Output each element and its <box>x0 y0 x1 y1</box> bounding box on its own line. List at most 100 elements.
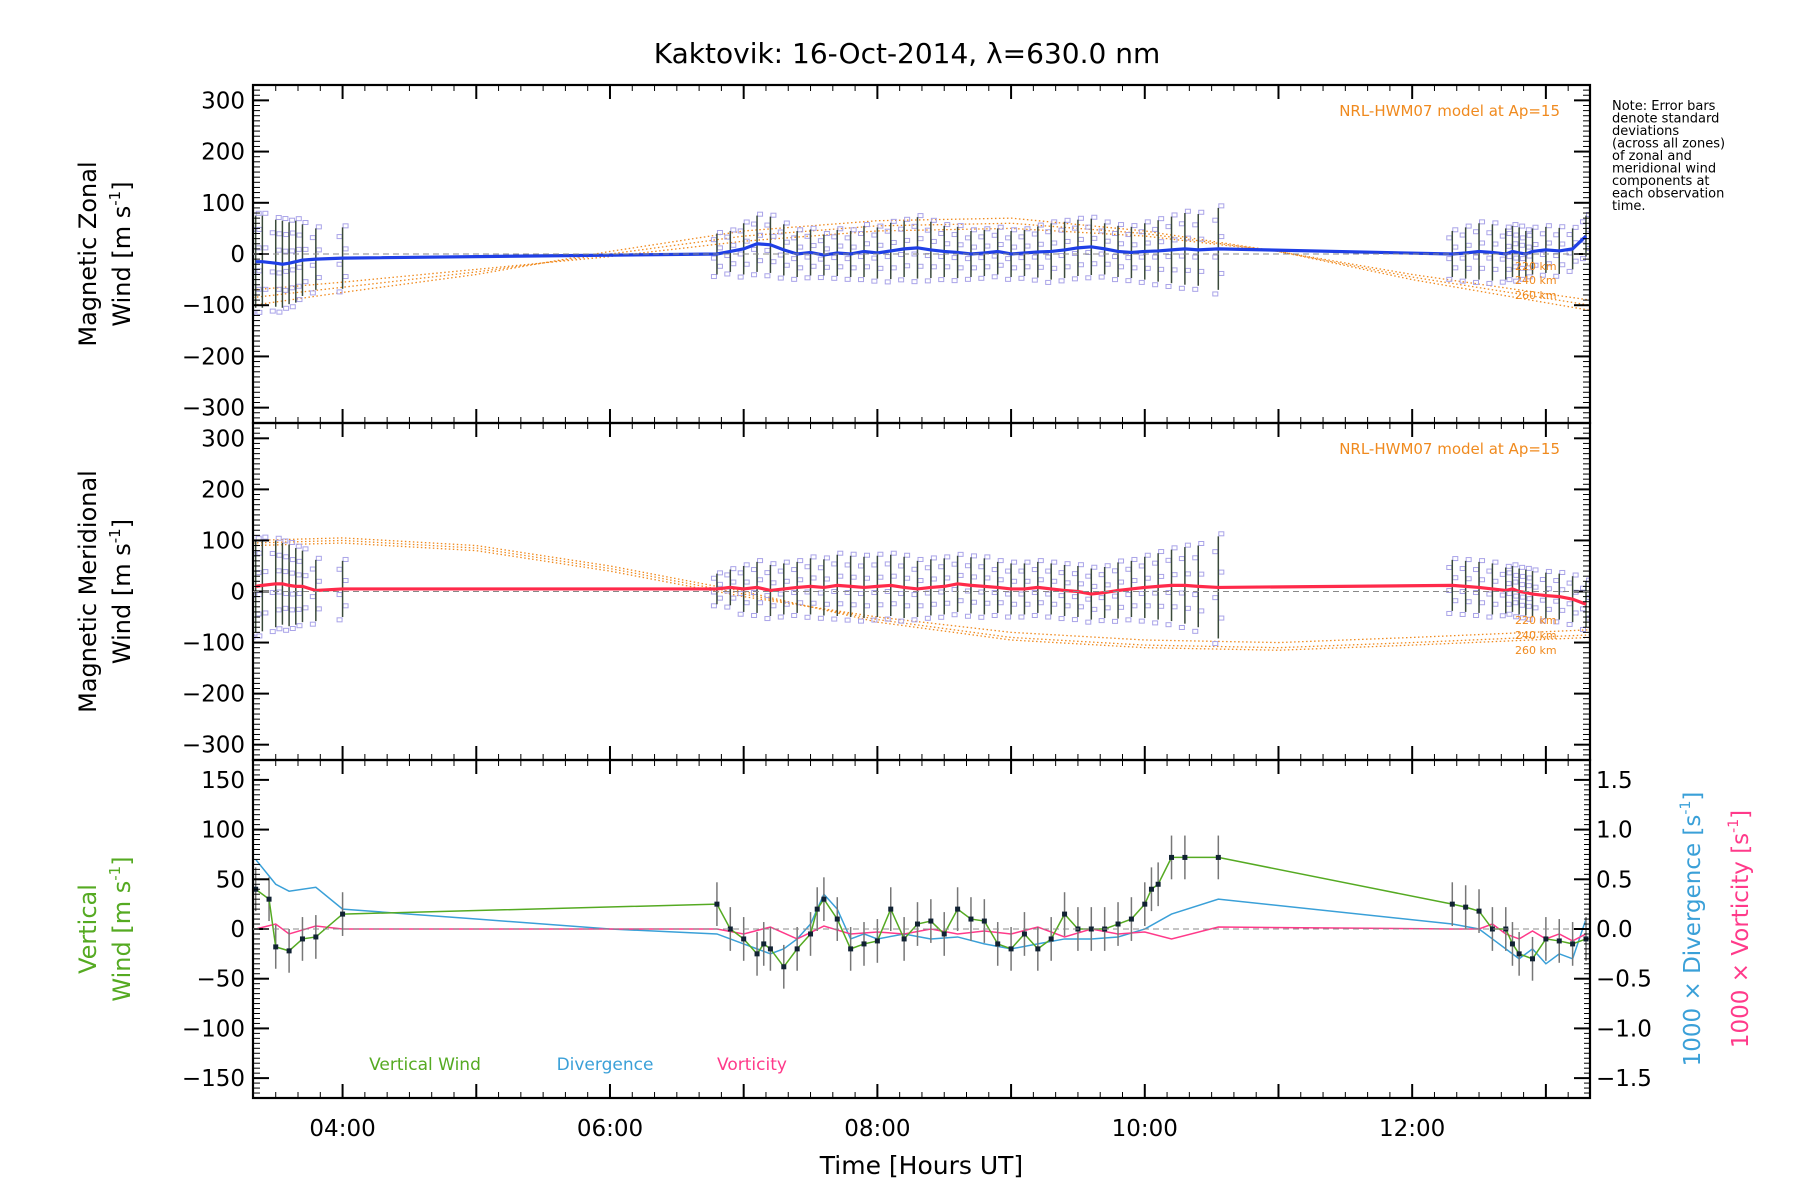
zone-point <box>938 564 945 570</box>
model-curve <box>253 537 1590 651</box>
zone-point <box>1519 582 1526 588</box>
note-line: each observation <box>1612 187 1724 202</box>
zone-point <box>1152 226 1159 232</box>
wind-line <box>255 582 1587 606</box>
zone-point <box>1452 575 1459 581</box>
zone-point <box>276 270 283 276</box>
vertical-wind-point <box>727 926 733 932</box>
zone-point <box>924 227 931 233</box>
zone-point <box>1192 254 1199 260</box>
zone-point <box>1011 227 1018 233</box>
zone-point <box>1559 262 1566 268</box>
zone-point <box>275 607 282 613</box>
zone-point <box>890 550 897 556</box>
zone-point <box>1212 641 1219 647</box>
zone-point <box>783 578 790 584</box>
zone-point <box>984 226 991 232</box>
zone-point <box>797 558 804 564</box>
zone-point <box>904 216 911 222</box>
zone-point <box>716 595 723 601</box>
y2-axis-label: 1000 × Vorticity [s-1] <box>1726 810 1754 1048</box>
legend-entry: Divergence <box>557 1055 654 1075</box>
zone-point <box>730 242 737 248</box>
zone-point <box>1532 605 1539 611</box>
zone-point <box>850 574 857 580</box>
zone-point <box>970 553 977 559</box>
vertical-wind-point <box>1088 926 1094 932</box>
zone-point <box>1058 593 1065 599</box>
zone-point <box>898 563 905 569</box>
zone-point <box>864 241 871 247</box>
zone-point <box>957 223 964 229</box>
zone-point <box>1525 603 1532 609</box>
vertical-wind-point <box>1489 926 1495 932</box>
zone-point <box>978 275 985 281</box>
zone-point <box>289 267 296 273</box>
zone-point <box>991 567 998 573</box>
zone-point <box>1479 558 1486 564</box>
zone-point <box>1499 592 1506 598</box>
zone-point <box>1446 610 1453 616</box>
zone-point <box>1031 612 1038 618</box>
zone-point <box>777 252 784 258</box>
zone-point <box>1071 617 1078 623</box>
zone-point <box>877 574 884 580</box>
zone-point <box>295 216 302 222</box>
zone-point <box>1526 232 1533 238</box>
zone-point <box>1064 561 1071 567</box>
zone-point <box>1198 209 1205 215</box>
zone-point <box>1158 266 1165 272</box>
zone-point <box>823 246 830 252</box>
zone-point <box>951 232 958 238</box>
zone-point <box>743 562 750 568</box>
zone-point <box>751 221 758 227</box>
zone-point <box>1118 264 1125 270</box>
vertical-wind-point <box>1021 931 1027 937</box>
vertical-wind-point <box>968 916 974 922</box>
zone-point <box>289 570 296 576</box>
y-tick-label: 0 <box>230 580 245 606</box>
vertical-wind-point <box>874 938 880 944</box>
zone-point <box>1499 279 1506 285</box>
zone-point <box>1198 571 1205 577</box>
model-curve <box>253 542 1590 644</box>
zone-point <box>1505 266 1512 272</box>
vertical-wind-point <box>1182 854 1188 860</box>
altitude-label: 220 km <box>1515 260 1557 273</box>
zone-point <box>336 289 343 295</box>
zone-point <box>730 579 737 585</box>
zone-point <box>716 263 723 269</box>
zone-point <box>1024 243 1031 249</box>
zone-point <box>817 256 824 262</box>
zone-point <box>1077 215 1084 221</box>
zone-point <box>1486 568 1493 574</box>
vertical-wind-point <box>1476 908 1482 914</box>
zone-point <box>1098 572 1105 578</box>
zone-point <box>751 567 758 573</box>
panel-meridional: 300 200 100 0 −100 −200 −300 Magnetic Meridiona… <box>74 421 1592 762</box>
zone-point <box>1452 244 1459 250</box>
zone-point <box>1077 562 1084 568</box>
zone-point <box>823 576 830 582</box>
y-tick-label: 100 <box>201 191 245 217</box>
zone-point <box>737 591 744 597</box>
plot-area <box>253 203 1590 315</box>
zone-point <box>1532 584 1539 590</box>
zone-point <box>1165 557 1172 563</box>
zone-point <box>716 229 723 235</box>
zone-point <box>964 235 971 241</box>
zone-point <box>289 591 296 597</box>
zone-point <box>1184 267 1191 273</box>
y2-tick-label: 1.5 <box>1596 768 1633 794</box>
note-line: components at <box>1612 174 1710 189</box>
zone-point <box>831 255 838 261</box>
zone-point <box>342 223 349 229</box>
y-tick-label: 50 <box>216 867 245 893</box>
zone-point <box>877 551 884 557</box>
zone-point <box>282 287 289 293</box>
zone-point <box>1532 242 1539 248</box>
zone-point <box>791 276 798 282</box>
zone-point <box>797 577 804 583</box>
zone-point <box>991 612 998 618</box>
zone-point <box>783 239 790 245</box>
